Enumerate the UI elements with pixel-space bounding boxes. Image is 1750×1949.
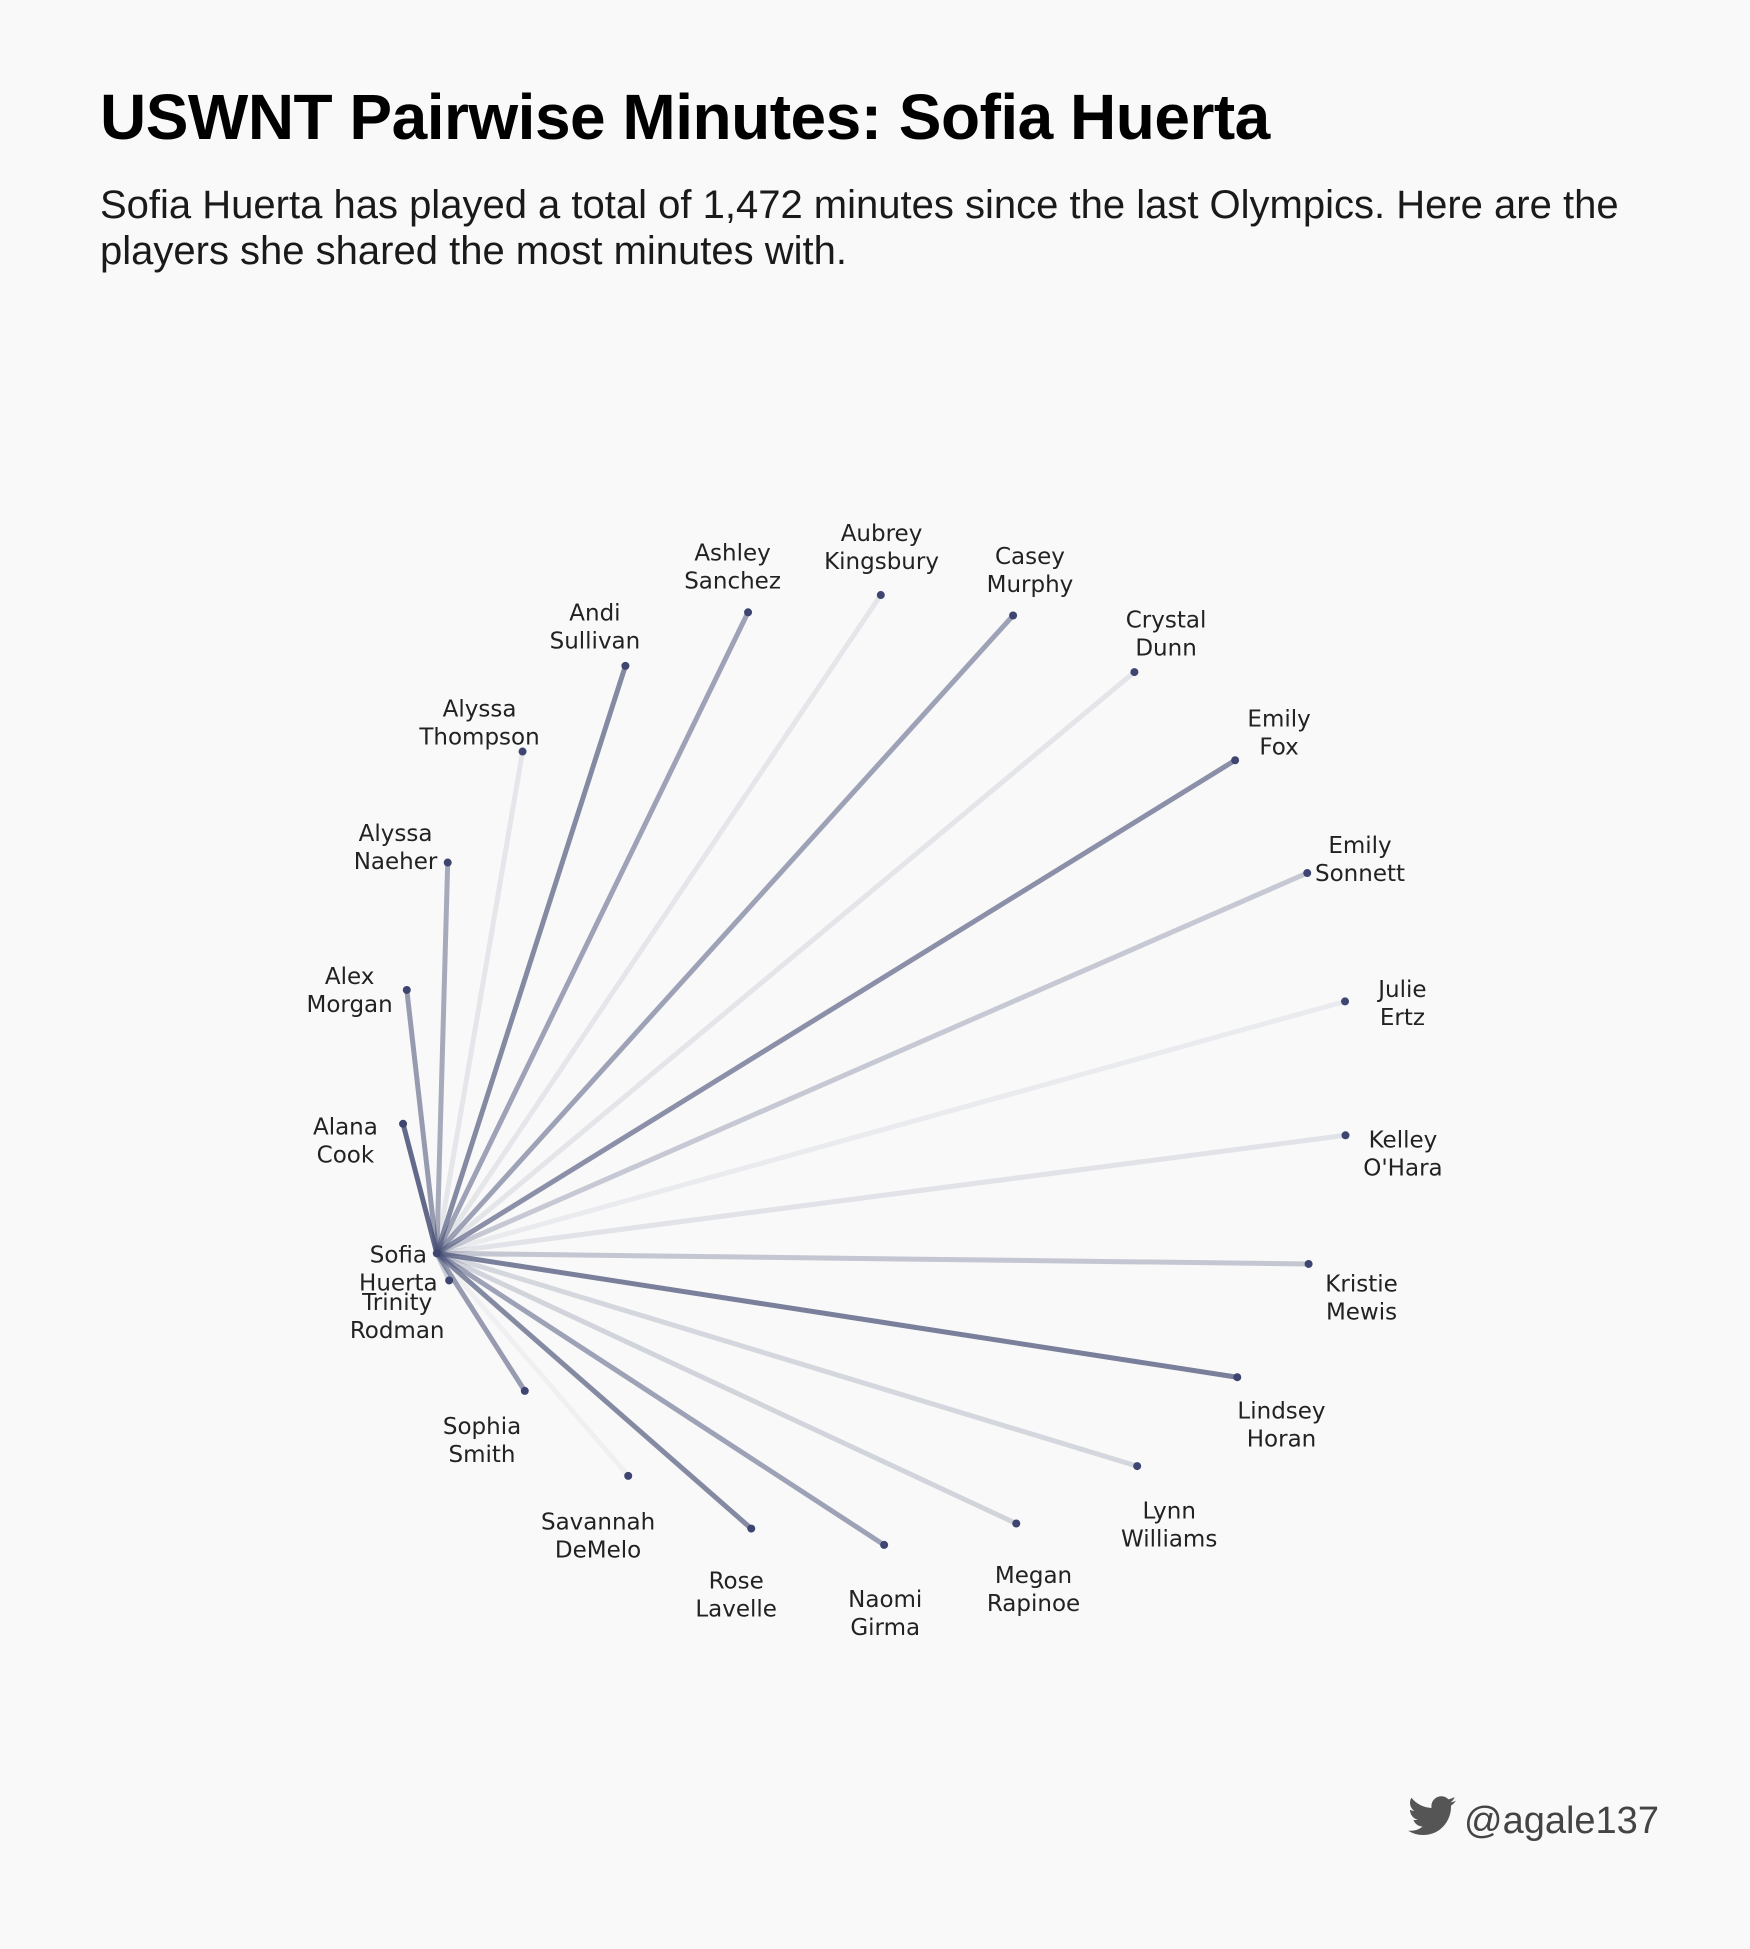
player-label-trinity-rodman: Trinity Rodman (350, 1290, 445, 1344)
player-label-kelley-ohara: Kelley O'Hara (1363, 1127, 1442, 1181)
node-dot-kelley-ohara (1341, 1131, 1350, 1140)
node-dot-ashley-sanchez (744, 608, 753, 617)
chart-subtitle: Sofia Huerta has played a total of 1,472… (100, 183, 1619, 273)
edge-kelley-ohara (434, 1132, 1348, 1256)
twitter-bird-icon (1408, 1796, 1456, 1846)
node-dot-alana-cook (399, 1119, 408, 1128)
player-label-crystal-dunn: Crystal Dunn (1126, 607, 1207, 661)
player-label-savannah-demelo: Savannah DeMelo (541, 1509, 655, 1563)
player-label-alex-morgan: Alex Morgan (306, 964, 392, 1018)
edge-emily-fox (434, 757, 1238, 1256)
edge-rose-lavelle (434, 1250, 754, 1532)
node-dot-kristie-mewis (1304, 1259, 1313, 1268)
edge-alex-morgan (404, 987, 440, 1256)
edge-alyssa-naeher (434, 860, 451, 1256)
labels-layer: Sofia Huerta Alana Cook Alex Morgan Alyssa Naeh… (306, 521, 1442, 1641)
node-dot-trinity-rodman (445, 1276, 454, 1285)
node-dot-alyssa-thompson (518, 747, 527, 756)
player-label-sophia-smith: Sophia Smith (443, 1414, 521, 1468)
edge-alana-cook (400, 1121, 440, 1256)
edge-aubrey-kingsbury (434, 592, 884, 1256)
player-label-julie-ertz: Julie Ertz (1376, 977, 1426, 1031)
chart-title: USWNT Pairwise Minutes: Sofia Huerta (100, 81, 1270, 153)
player-label-lindsey-horan: Lindsey Horan (1237, 1399, 1325, 1453)
dots-layer (399, 591, 1350, 1549)
player-label-emily-fox: Emily Fox (1247, 706, 1310, 760)
player-label-rose-lavelle: Rose Lavelle (695, 1569, 777, 1623)
edges-layer (400, 592, 1348, 1548)
node-dot-aubrey-kingsbury (876, 591, 885, 600)
player-label-aubrey-kingsbury: Aubrey Kingsbury (824, 521, 939, 575)
node-dot-sophia-smith (520, 1386, 529, 1395)
edge-trinity-rodman (434, 1250, 452, 1283)
player-label-casey-murphy: Casey Murphy (987, 544, 1074, 598)
player-label-naomi-girma: Naomi Girma (848, 1587, 922, 1641)
edge-casey-murphy (434, 613, 1016, 1256)
edge-julie-ertz (434, 998, 1348, 1256)
player-label-lynn-williams: Lynn Williams (1121, 1498, 1217, 1552)
edge-alyssa-thompson (434, 749, 526, 1256)
player-label-alana-cook: Alana Cook (313, 1114, 378, 1168)
node-dot-rose-lavelle (747, 1524, 756, 1533)
player-label-megan-rapinoe: Megan Rapinoe (987, 1563, 1080, 1617)
player-label-ashley-sanchez: Ashley Sanchez (684, 540, 781, 594)
node-dot-sofia-huerta (432, 1249, 441, 1258)
player-label-emily-sonnett: Emily Sonnett (1315, 833, 1405, 887)
edge-andi-sullivan (434, 663, 628, 1256)
edge-ashley-sanchez (434, 609, 751, 1256)
node-dot-crystal-dunn (1130, 668, 1139, 677)
player-label-sofia-huerta: Sofia Huerta (359, 1242, 438, 1296)
node-dot-casey-murphy (1009, 611, 1018, 620)
node-dot-julie-ertz (1341, 997, 1350, 1006)
edge-crystal-dunn (434, 669, 1137, 1256)
node-dot-emily-fox (1231, 756, 1240, 765)
edge-emily-sonnett (434, 870, 1310, 1256)
node-dot-lindsey-horan (1233, 1373, 1242, 1382)
player-label-andi-sullivan: Andi Sullivan (550, 601, 641, 655)
node-dot-andi-sullivan (621, 661, 630, 670)
player-label-alyssa-naeher: Alyssa Naeher (354, 821, 438, 875)
node-dot-lynn-williams (1133, 1462, 1142, 1471)
edge-sophia-smith (434, 1250, 528, 1394)
edge-naomi-girma (434, 1250, 887, 1548)
node-dot-alex-morgan (402, 985, 411, 994)
edge-megan-rapinoe (434, 1250, 1019, 1527)
edge-lynn-williams (434, 1250, 1140, 1469)
player-label-kristie-mewis: Kristie Mewis (1325, 1272, 1397, 1326)
node-dot-naomi-girma (880, 1540, 889, 1549)
node-dot-emily-sonnett (1303, 869, 1312, 878)
player-label-alyssa-thompson: Alyssa Thompson (418, 697, 539, 751)
node-dot-savannah-demelo (624, 1471, 633, 1480)
node-dot-megan-rapinoe (1012, 1519, 1021, 1528)
credit-handle: @agale137 (1464, 1799, 1659, 1842)
node-dot-alyssa-naeher (443, 858, 452, 867)
credit: @agale137 (1408, 1796, 1659, 1846)
edge-lindsey-horan (434, 1250, 1240, 1380)
edge-kristie-mewis (434, 1250, 1312, 1267)
edge-savannah-demelo (434, 1250, 631, 1479)
